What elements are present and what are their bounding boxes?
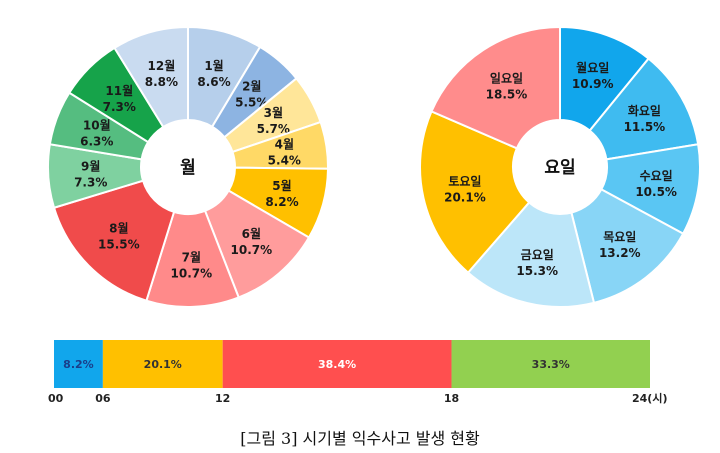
month-slice-value-label: 10.7% xyxy=(231,243,273,257)
hour-bar-value-label: 8.2% xyxy=(63,358,94,371)
month-slice-category-label: 2월 xyxy=(242,78,261,93)
weekday-slice-value-label: 11.5% xyxy=(624,120,666,134)
weekday-slice-value-label: 15.3% xyxy=(516,264,558,278)
weekday-slice-category-label: 목요일 xyxy=(603,230,636,244)
weekday-slice xyxy=(466,201,596,308)
month-slice-category-label: 7월 xyxy=(182,249,201,264)
hour-axis-tick-label: 12 xyxy=(215,392,230,405)
hour-axis-tick-label: 18 xyxy=(444,392,459,405)
weekday-donut: 월요일 10.9% 화요일 11.5% 수요일 10.5% 목요일 13.2% 금요일 15.3%… xyxy=(419,25,701,308)
month-center-label: 월 xyxy=(180,158,196,178)
month-slice-value-label: 5.5% xyxy=(235,95,268,109)
month-slice-value-label: 6.3% xyxy=(80,135,113,149)
figure-caption: [그림 3] 시기별 익수사고 발생 현황 xyxy=(240,429,480,448)
month-slice-value-label: 5.7% xyxy=(257,122,290,136)
month-slice-value-label: 7.3% xyxy=(74,175,107,189)
weekday-slice-value-label: 20.1% xyxy=(444,191,486,205)
month-slice-category-label: 6월 xyxy=(242,226,261,241)
hour-axis-tick-label: 06 xyxy=(95,392,111,405)
month-slice xyxy=(113,25,189,129)
month-slice-value-label: 10.7% xyxy=(171,266,213,280)
weekday-slice-value-label: 13.2% xyxy=(599,246,641,260)
month-slice-value-label: 8.6% xyxy=(197,75,230,89)
month-donut: 1월 8.6% 2월 5.5%3월 5.7%4월 5.4% 5월 8.2% 6월 10.7% 7월 1… xyxy=(47,25,330,308)
weekday-slice xyxy=(419,110,531,275)
hour-bar: 8.2% 20.1% 38.4% 33.3% 00 06 12 18 24(시) xyxy=(48,340,667,405)
hour-axis-tick-label: 00 xyxy=(48,392,64,405)
hour-axis-tick-label: 24(시) xyxy=(632,392,667,405)
weekday-slice-category-label: 화요일 xyxy=(628,103,661,118)
weekday-slice xyxy=(430,25,561,150)
month-slice-category-label: 9월 xyxy=(81,158,100,173)
month-slice-value-label: 8.2% xyxy=(265,195,298,209)
weekday-slice-value-label: 10.9% xyxy=(572,77,614,91)
hour-bar-value-label: 33.3% xyxy=(532,358,570,371)
hour-bar-segment xyxy=(102,340,223,388)
month-slice-value-label: 15.5% xyxy=(98,238,140,252)
month-slice-category-label: 3월 xyxy=(264,105,283,120)
hour-bar-segment xyxy=(222,340,452,388)
month-slice-category-label: 11월 xyxy=(105,83,133,98)
weekday-slice-value-label: 10.5% xyxy=(635,185,677,199)
weekday-center-label: 요일 xyxy=(544,158,575,178)
weekday-slice-category-label: 수요일 xyxy=(640,169,673,183)
month-slice-category-label: 12월 xyxy=(148,58,176,73)
weekday-slice-category-label: 월요일 xyxy=(576,60,609,75)
weekday-slice-category-label: 금요일 xyxy=(521,248,554,262)
month-slice-value-label: 5.4% xyxy=(268,154,301,168)
weekday-slice-category-label: 토요일 xyxy=(448,175,481,189)
hour-bar-value-label: 38.4% xyxy=(318,358,356,371)
month-slice-value-label: 8.8% xyxy=(145,75,178,89)
month-slice-category-label: 10월 xyxy=(83,118,111,133)
weekday-slice xyxy=(588,57,700,161)
month-slice-category-label: 1월 xyxy=(204,58,223,73)
month-slice-category-label: 8월 xyxy=(109,221,128,236)
hour-bar-value-label: 20.1% xyxy=(144,358,182,371)
hour-bar-segment xyxy=(54,340,103,388)
month-slice-category-label: 5월 xyxy=(272,178,291,193)
month-slice-category-label: 4월 xyxy=(275,137,294,152)
hour-bar-segment xyxy=(451,340,650,388)
weekday-slice-category-label: 일요일 xyxy=(490,72,523,86)
weekday-slice-value-label: 18.5% xyxy=(486,88,528,102)
weekday-slice xyxy=(570,188,685,305)
month-slice xyxy=(52,179,176,302)
month-slice-value-label: 7.3% xyxy=(103,100,136,114)
